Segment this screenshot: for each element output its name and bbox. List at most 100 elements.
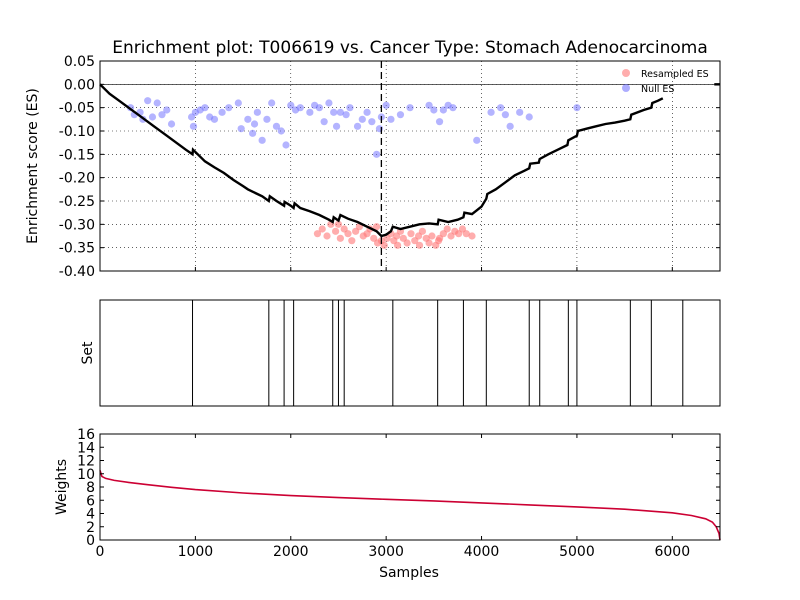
es-ytick-label: 0.05 bbox=[64, 54, 95, 70]
null-es-point bbox=[253, 108, 261, 116]
null-es-point bbox=[497, 104, 505, 112]
es-ylabel: Enrichment score (ES) bbox=[25, 88, 41, 244]
resampled-es-point bbox=[468, 232, 476, 240]
resampled-es-point bbox=[332, 227, 340, 235]
null-es-point bbox=[396, 111, 405, 119]
null-es-point bbox=[358, 115, 366, 123]
weights-ytick-label: 0 bbox=[86, 533, 95, 549]
weights-line bbox=[99, 470, 721, 541]
null-es-point bbox=[387, 115, 395, 123]
weights-ytick-label: 12 bbox=[77, 454, 95, 470]
legend-resampled-label: Resampled ES bbox=[641, 69, 709, 80]
null-es-point bbox=[237, 125, 245, 133]
resampled-es-point bbox=[336, 234, 344, 242]
es-ytick-label: -0.05 bbox=[59, 101, 95, 117]
null-es-point bbox=[272, 122, 281, 130]
resampled-es-points bbox=[313, 220, 476, 249]
running-es-line bbox=[99, 83, 664, 238]
resampled-es-point bbox=[418, 227, 426, 235]
null-es-point bbox=[573, 104, 581, 112]
null-es-point bbox=[250, 120, 259, 128]
es-ytick-label: -0.40 bbox=[59, 264, 95, 280]
samples-xlabel: Samples bbox=[379, 565, 439, 581]
es-ytick-label: -0.30 bbox=[59, 217, 95, 233]
resampled-es-point bbox=[425, 239, 433, 247]
weights-xtick-label: 2000 bbox=[273, 544, 309, 560]
resampled-es-point bbox=[443, 225, 451, 233]
resampled-es-point bbox=[318, 225, 326, 233]
null-es-point bbox=[363, 108, 371, 116]
null-es-point bbox=[525, 113, 533, 121]
null-es-point bbox=[163, 106, 171, 114]
set-panel bbox=[99, 299, 721, 407]
null-es-point bbox=[148, 113, 157, 121]
null-es-point bbox=[342, 111, 350, 119]
weights-ytick-label: 10 bbox=[77, 467, 95, 483]
null-es-point bbox=[325, 99, 333, 107]
null-es-point bbox=[306, 108, 314, 116]
legend: Resampled ES Null ES bbox=[622, 69, 709, 95]
null-es-point bbox=[353, 122, 362, 130]
weights-ytick-label: 8 bbox=[86, 480, 95, 496]
null-es-point bbox=[218, 108, 226, 116]
null-es-point bbox=[263, 115, 271, 123]
resampled-es-point bbox=[428, 232, 436, 240]
null-es-point bbox=[153, 99, 161, 107]
set-ylabel: Set bbox=[80, 341, 96, 365]
set-plot-frame bbox=[99, 299, 721, 407]
resampled-es-point bbox=[313, 230, 322, 238]
weights-ytick-label: 16 bbox=[77, 427, 95, 443]
null-es-point bbox=[435, 118, 444, 126]
null-es-point bbox=[258, 136, 266, 144]
null-es-point bbox=[346, 104, 354, 112]
weights-xtick-label: 5000 bbox=[559, 544, 595, 560]
null-es-point bbox=[189, 122, 198, 130]
null-es-point bbox=[368, 118, 376, 126]
resampled-es-point bbox=[415, 241, 424, 249]
resampled-es-point bbox=[403, 239, 411, 247]
null-es-point bbox=[158, 111, 166, 119]
es-ytick-label: -0.10 bbox=[59, 124, 95, 140]
legend-resampled-marker bbox=[622, 69, 630, 77]
es-panel: 0.05 0.00 -0.05 -0.10 -0.15 -0.20 -0.25 -0.30 -0… bbox=[59, 54, 721, 280]
resampled-es-point bbox=[348, 237, 356, 245]
es-plot-frame bbox=[99, 60, 721, 272]
null-es-point bbox=[315, 104, 323, 112]
null-es-point bbox=[332, 122, 341, 130]
weights-xtick-label: 0 bbox=[96, 544, 105, 560]
resampled-es-point bbox=[344, 230, 352, 238]
legend-null-marker bbox=[622, 84, 630, 92]
null-es-point bbox=[268, 99, 276, 107]
resampled-es-point bbox=[407, 230, 415, 238]
null-es-point bbox=[282, 141, 290, 149]
weights-ytick-label: 4 bbox=[86, 507, 95, 523]
null-es-point bbox=[144, 97, 152, 105]
null-es-point bbox=[449, 104, 457, 112]
null-es-point bbox=[287, 101, 295, 109]
null-es-point bbox=[330, 108, 338, 116]
null-es-point bbox=[425, 101, 433, 109]
null-es-point bbox=[406, 104, 414, 112]
weights-ylabel: Weights bbox=[54, 459, 70, 515]
weights-xtick-label: 3000 bbox=[368, 544, 404, 560]
null-es-point bbox=[296, 104, 304, 112]
weights-ytick-label: 6 bbox=[86, 493, 95, 509]
null-es-point bbox=[439, 106, 447, 114]
null-es-point bbox=[277, 127, 285, 135]
null-es-point bbox=[234, 99, 242, 107]
es-ytick-label: -0.25 bbox=[59, 194, 95, 210]
null-es-point bbox=[225, 104, 233, 112]
null-es-point bbox=[501, 111, 509, 119]
weights-xtick-label: 6000 bbox=[654, 544, 690, 560]
null-es-point bbox=[336, 108, 344, 116]
chart-title: Enrichment plot: T006619 vs. Cancer Type… bbox=[112, 38, 708, 58]
resampled-es-point bbox=[394, 241, 402, 249]
null-es-point bbox=[320, 118, 328, 126]
es-ytick-label: 0.00 bbox=[64, 77, 95, 93]
null-es-point bbox=[516, 108, 524, 116]
es-y-ticks: 0.05 0.00 -0.05 -0.10 -0.15 -0.20 -0.25 -0.30 -0… bbox=[59, 54, 720, 280]
weights-ytick-label: 2 bbox=[86, 520, 95, 536]
weights-xtick-label: 1000 bbox=[178, 544, 214, 560]
